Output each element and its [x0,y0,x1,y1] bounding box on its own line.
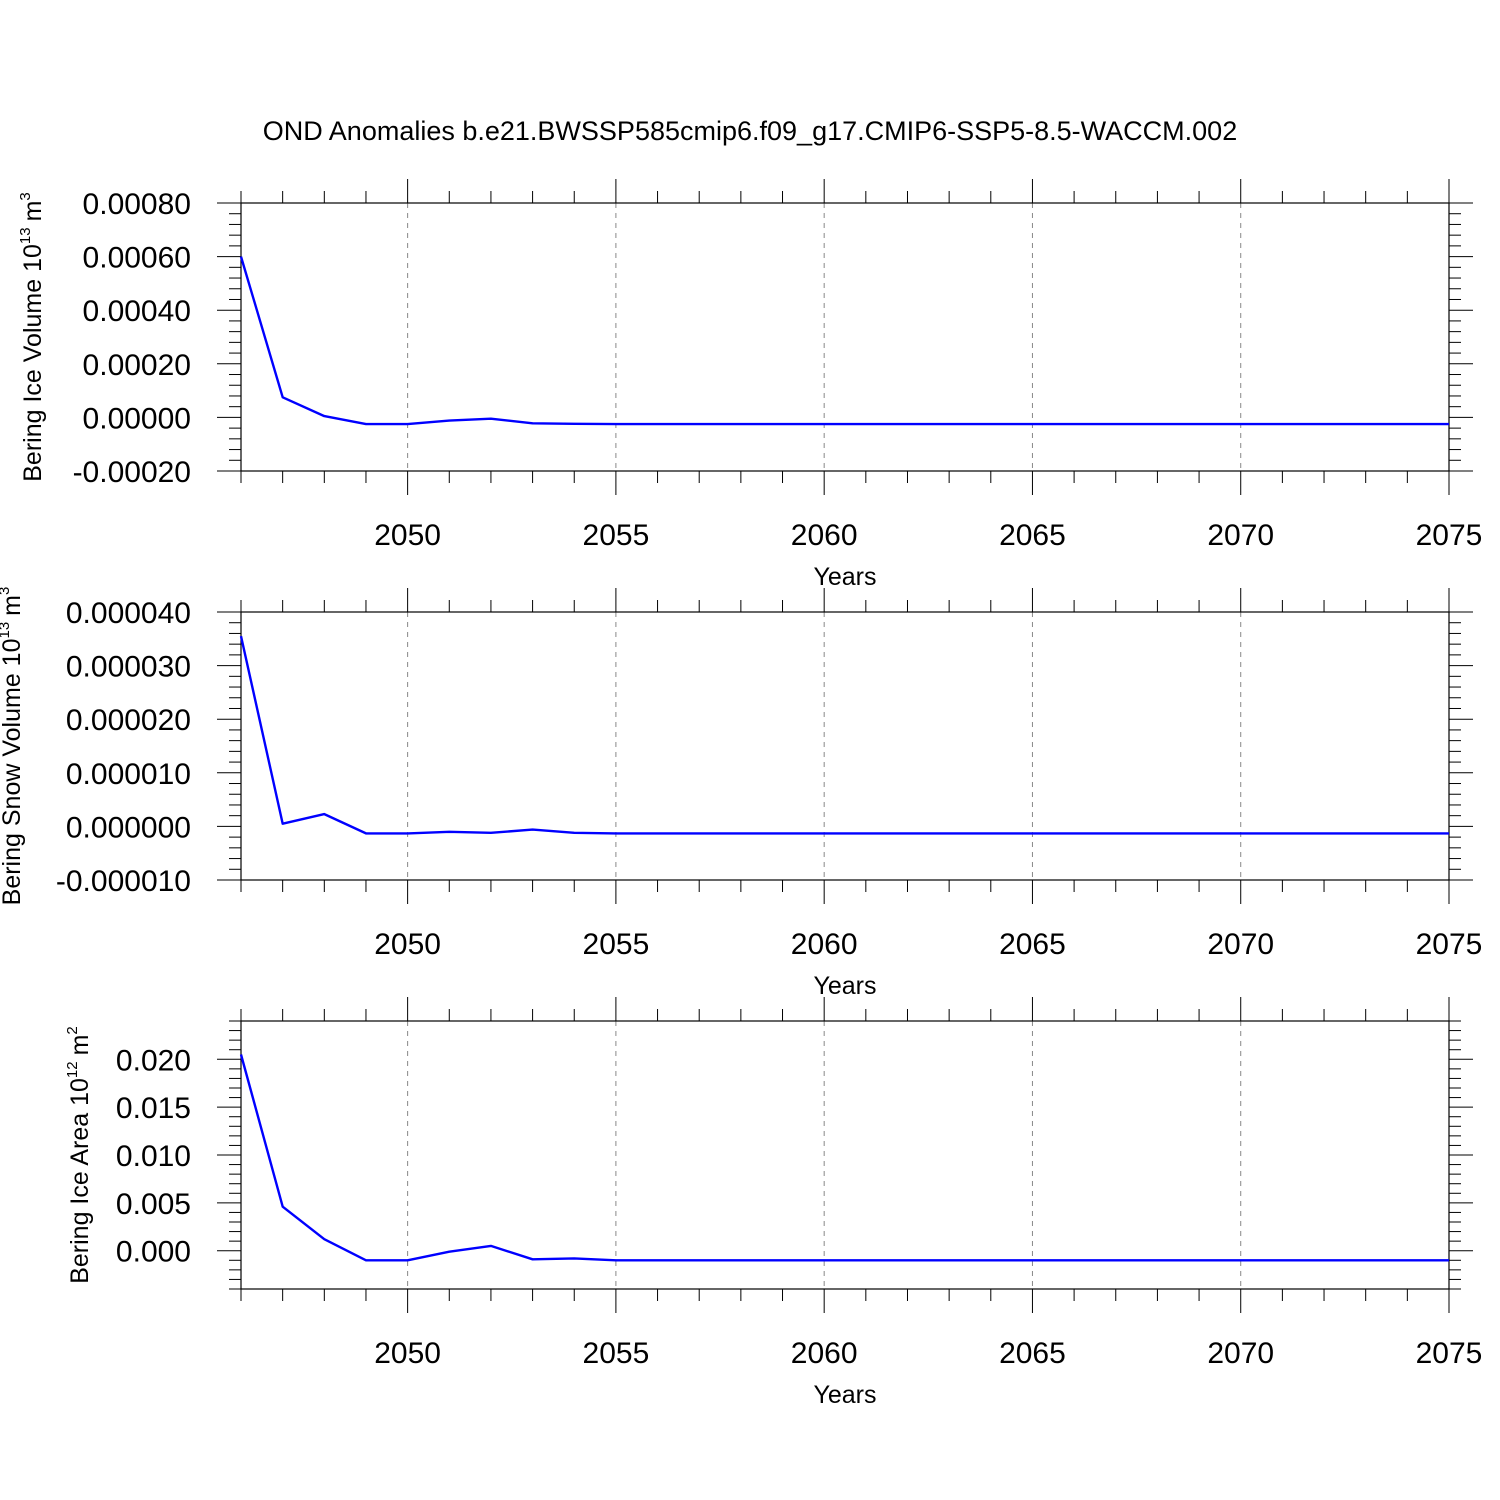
x-tick-label: 2060 [791,519,858,552]
y-tick-label: 0.010 [116,1140,191,1173]
plot-frame [240,611,1450,881]
x-tick-label: 2075 [1416,928,1483,961]
y-axis-title: Bering Ice Volume 1013 m3 [17,192,47,482]
y-axis-title-unit: m [19,201,47,222]
plot-frame [240,1020,1450,1290]
y-axis-title-text: Bering Ice Area 10 [66,1078,94,1284]
x-tick-label: 2065 [999,519,1066,552]
y-tick-label: 0.00000 [83,402,191,435]
y-tick-label: 0.00040 [83,295,191,328]
x-tick-label: 2070 [1207,928,1274,961]
y-axis-title-text: Bering Ice Volume 10 [19,244,47,482]
x-tick-label: 2060 [791,1337,858,1370]
y-tick-label: 0.000010 [66,758,191,791]
y-axis-title: Bering Ice Area 1012 m2 [64,1026,94,1284]
x-tick-label: 2075 [1416,1337,1483,1370]
y-tick-label: 0.000030 [66,651,191,684]
x-tick-label: 2050 [374,519,441,552]
figure-title: OND Anomalies b.e21.BWSSP585cmip6.f09_g1… [263,116,1237,146]
y-axis-title-exponent: 12 [64,1061,81,1078]
y-tick-label: 0.000 [116,1236,191,1269]
x-tick-label: 2070 [1207,1337,1274,1370]
y-tick-label: 0.000020 [66,704,191,737]
y-axis-title-unit-exponent: 3 [17,192,34,200]
x-tick-label: 2075 [1416,519,1483,552]
series-line [239,256,1449,426]
series-line [239,1054,1449,1262]
y-axis-title: Bering Snow Volume 1013 m3 [0,587,26,906]
x-tick-label: 2055 [583,1337,650,1370]
x-tick-label: 2055 [583,519,650,552]
panel-1: -0.00020 0.00000 0.00020 0.00040 0.00060 0.00… [17,179,1482,591]
y-tick-label: 0.00060 [83,242,191,275]
y-axis-title-unit-exponent: 2 [64,1026,81,1034]
x-axis-title: Years [813,563,876,591]
x-axis-title: Years [813,1381,876,1409]
y-axis-title-text: Bering Snow Volume 10 [0,639,26,906]
y-axis-title-unit: m [0,595,26,616]
y-tick-label: 0.00020 [83,349,191,382]
panel-2: -0.000010 0.000000 0.000010 0.000020 0.00003… [0,587,1482,1000]
x-tick-label: 2055 [583,928,650,961]
x-tick-label: 2060 [791,928,858,961]
y-axis-title-unit-exponent: 3 [0,587,13,595]
x-tick-label: 2070 [1207,519,1274,552]
y-tick-label: 0.015 [116,1092,191,1125]
y-tick-label: 0.005 [116,1188,191,1221]
y-tick-label: 0.000000 [66,811,191,844]
y-axis-title-exponent: 13 [17,227,34,244]
x-tick-label: 2065 [999,1337,1066,1370]
y-axis-title-unit: m [66,1035,94,1056]
series-line [239,635,1449,835]
panel-3: 0.000 0.005 0.010 0.015 0.020 2050 2055 2060 206… [64,997,1482,1409]
x-axis-title: Years [813,972,876,1000]
y-tick-label: 0.000040 [66,597,191,630]
plot-frame [240,202,1450,472]
panels: -0.00020 0.00000 0.00020 0.00040 0.00060 0.00… [0,179,1482,1409]
x-tick-label: 2065 [999,928,1066,961]
y-tick-label: 0.020 [116,1044,191,1077]
y-tick-label: 0.00080 [83,188,191,221]
y-axis-title-exponent: 13 [0,622,13,639]
y-tick-label: -0.000010 [56,865,191,898]
y-tick-label: -0.00020 [73,456,191,489]
x-tick-label: 2050 [374,928,441,961]
x-tick-label: 2050 [374,1337,441,1370]
